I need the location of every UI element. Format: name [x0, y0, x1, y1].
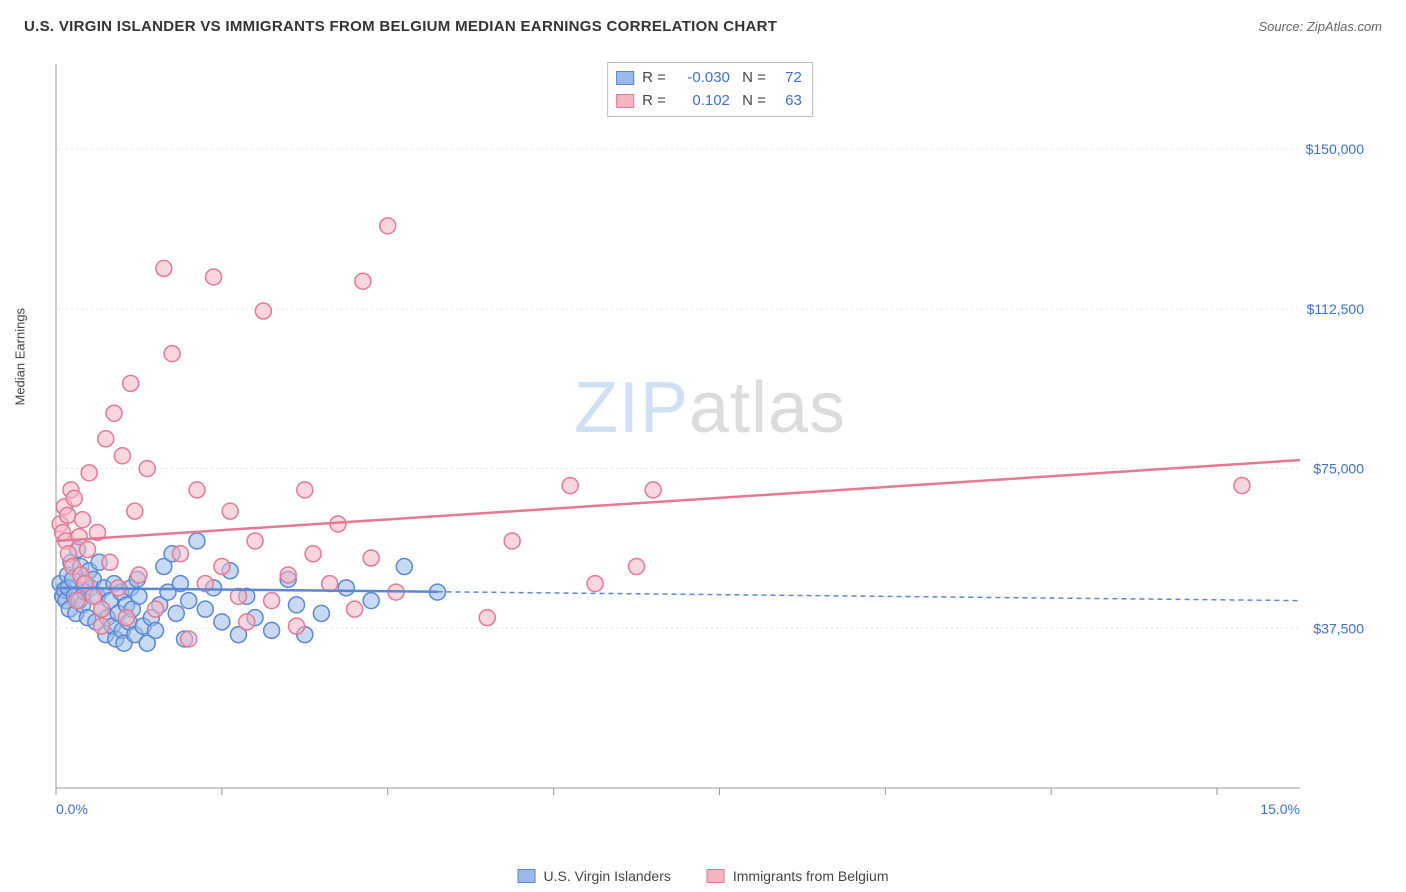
data-point-belgium	[280, 567, 296, 583]
data-point-belgium	[562, 478, 578, 494]
data-point-belgium	[156, 260, 172, 276]
x-axis-min: 0.0%	[56, 801, 88, 817]
stat-n-label: N =	[738, 67, 766, 90]
data-point-belgium	[214, 559, 230, 575]
legend-swatch	[518, 869, 536, 883]
data-point-belgium	[629, 559, 645, 575]
data-point-belgium	[66, 490, 82, 506]
data-point-usvi	[338, 580, 354, 596]
stat-n-value: 72	[774, 67, 802, 90]
stat-r-value: 0.102	[674, 90, 730, 113]
y-grid-label: $112,500	[1307, 301, 1365, 317]
data-point-belgium	[106, 405, 122, 421]
data-point-belgium	[206, 269, 222, 285]
legend-label: Immigrants from Belgium	[733, 868, 889, 884]
x-axis-max: 15.0%	[1260, 801, 1300, 817]
data-point-belgium	[114, 448, 130, 464]
data-point-belgium	[102, 554, 118, 570]
data-point-usvi	[181, 593, 197, 609]
data-point-belgium	[1234, 478, 1250, 494]
data-point-belgium	[289, 618, 305, 634]
data-point-belgium	[94, 601, 110, 617]
data-point-usvi	[289, 597, 305, 613]
data-point-belgium	[81, 465, 97, 481]
data-point-belgium	[297, 482, 313, 498]
legend-label: U.S. Virgin Islanders	[544, 868, 671, 884]
data-point-usvi	[313, 605, 329, 621]
y-grid-label: $150,000	[1306, 141, 1365, 157]
data-point-belgium	[255, 303, 271, 319]
data-point-usvi	[396, 559, 412, 575]
chart-title: U.S. VIRGIN ISLANDER VS IMMIGRANTS FROM …	[24, 18, 777, 35]
data-point-usvi	[197, 601, 213, 617]
data-point-belgium	[264, 593, 280, 609]
data-point-belgium	[127, 503, 143, 519]
stats-row-belgium: R = 0.102 N = 63	[616, 90, 802, 113]
data-point-usvi	[131, 588, 147, 604]
data-point-belgium	[222, 503, 238, 519]
swatch-belgium	[616, 94, 634, 108]
stat-n-label: N =	[738, 90, 766, 113]
stat-n-value: 63	[774, 90, 802, 113]
data-point-usvi	[148, 622, 164, 638]
data-point-belgium	[181, 631, 197, 647]
data-point-usvi	[363, 593, 379, 609]
bottom-legend: U.S. Virgin Islanders Immigrants from Be…	[518, 868, 889, 884]
data-point-usvi	[168, 605, 184, 621]
data-point-belgium	[355, 273, 371, 289]
data-point-belgium	[148, 601, 164, 617]
data-point-belgium	[118, 610, 134, 626]
chart-area: Median Earnings ZIPatlas $37,500$75,000$…	[50, 58, 1370, 818]
y-grid-label: $37,500	[1313, 620, 1364, 636]
data-point-belgium	[98, 431, 114, 447]
stat-r-label: R =	[642, 67, 666, 90]
y-axis-label: Median Earnings	[13, 308, 28, 406]
stats-row-usvi: R = -0.030 N = 72	[616, 67, 802, 90]
data-point-belgium	[69, 593, 85, 609]
stats-legend: R = -0.030 N = 72 R = 0.102 N = 63	[607, 62, 813, 117]
swatch-usvi	[616, 71, 634, 85]
legend-item: U.S. Virgin Islanders	[518, 868, 671, 884]
data-point-belgium	[172, 546, 188, 562]
data-point-belgium	[347, 601, 363, 617]
stat-r-label: R =	[642, 90, 666, 113]
data-point-belgium	[239, 614, 255, 630]
data-point-usvi	[189, 533, 205, 549]
data-point-usvi	[214, 614, 230, 630]
data-point-belgium	[305, 546, 321, 562]
chart-header: U.S. VIRGIN ISLANDER VS IMMIGRANTS FROM …	[0, 0, 1406, 45]
data-point-belgium	[94, 618, 110, 634]
chart-source: Source: ZipAtlas.com	[1258, 19, 1382, 34]
data-point-belgium	[504, 533, 520, 549]
stat-r-value: -0.030	[674, 67, 730, 90]
data-point-belgium	[645, 482, 661, 498]
data-point-usvi	[264, 622, 280, 638]
data-point-belgium	[380, 218, 396, 234]
data-point-belgium	[123, 375, 139, 391]
data-point-belgium	[60, 507, 76, 523]
data-point-belgium	[139, 461, 155, 477]
data-point-belgium	[363, 550, 379, 566]
legend-item: Immigrants from Belgium	[707, 868, 889, 884]
legend-swatch	[707, 869, 725, 883]
data-point-belgium	[75, 512, 91, 528]
regression-line-belgium	[56, 460, 1300, 541]
data-point-belgium	[131, 567, 147, 583]
data-point-belgium	[80, 542, 96, 558]
data-point-belgium	[479, 610, 495, 626]
y-grid-label: $75,000	[1313, 461, 1364, 477]
data-point-belgium	[189, 482, 205, 498]
regression-line-ext-usvi	[437, 592, 1300, 601]
data-point-belgium	[247, 533, 263, 549]
scatter-plot: $37,500 $75,000 $112,500 $150,000 0.0% 15.0%	[50, 58, 1370, 818]
data-point-belgium	[164, 346, 180, 362]
data-point-belgium	[322, 576, 338, 592]
data-point-belgium	[587, 576, 603, 592]
